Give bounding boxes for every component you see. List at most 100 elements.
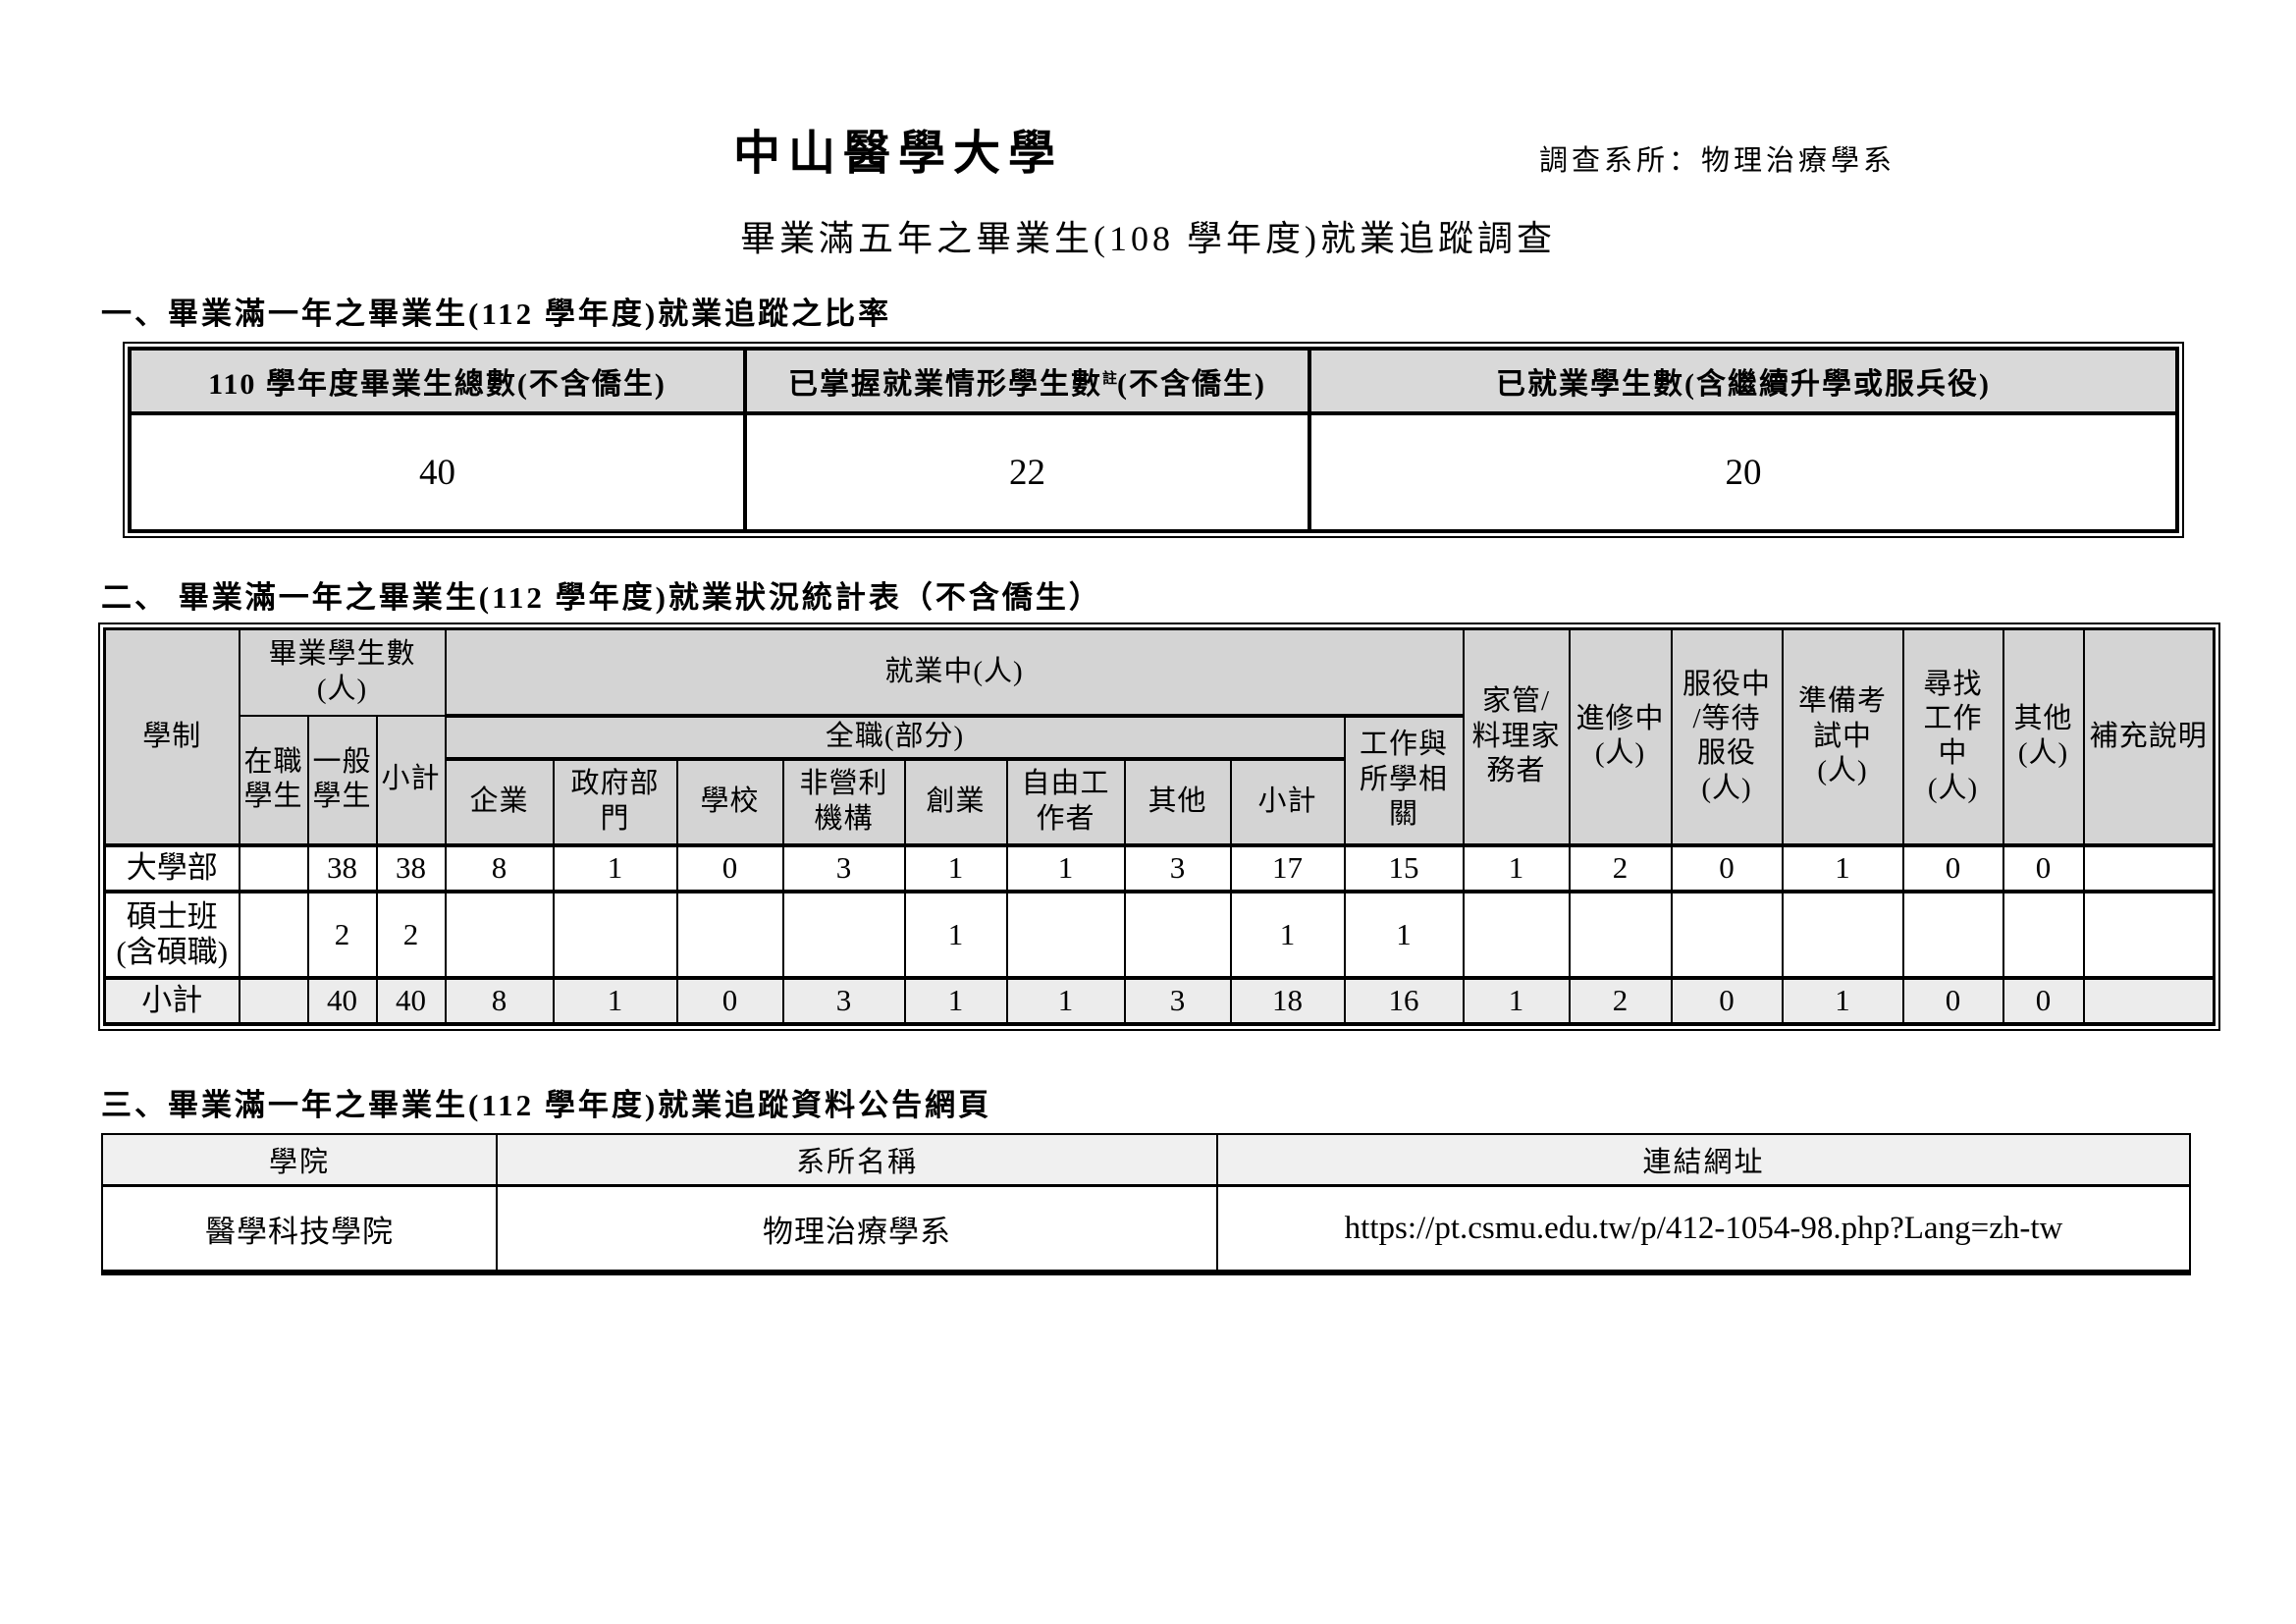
college-value: 醫學科技學院: [101, 1184, 498, 1273]
table-header-row: 110 學年度畢業生總數(不含僑生) 已掌握就業情形學生數註(不含僑生) 已就業…: [128, 347, 2179, 415]
t2-data-cell: 3: [1123, 975, 1232, 1026]
t2-data-cell: 2: [306, 889, 378, 980]
t2-data-cell: [1462, 889, 1571, 980]
fulltime-group-header: 全職(部分): [444, 714, 1346, 761]
university-title: 中山醫學大學: [732, 128, 1063, 180]
t2-data-cell: 0: [2002, 842, 2085, 893]
working-student-header: 在職 學生: [238, 714, 309, 846]
table-header-row-1: 學制 畢業學生數 (人) 就業中(人) 家管/ 料理家 務者 進修中 (人) 服…: [103, 627, 2216, 846]
related-to-study-header: 工作與 所學相 關: [1343, 714, 1465, 846]
t2-data-cell: [2082, 889, 2216, 980]
regular-student-header: 一般 學生: [306, 714, 378, 846]
table-header-row: 學院 系所名稱 連結網址: [101, 1133, 2191, 1187]
link-url-header: 連結網址: [1216, 1133, 2191, 1187]
t2-data-cell: 16: [1343, 975, 1465, 1026]
department-name-value: 物理治療學系: [496, 1184, 1218, 1273]
tracking-data-url[interactable]: https://pt.csmu.edu.tw/p/412-1054-98.php…: [1216, 1184, 2191, 1273]
t2-data-cell: 38: [306, 842, 378, 893]
t2-data-cell: 40: [375, 975, 447, 1026]
t2-data-cell: 0: [675, 975, 784, 1026]
employment-rate-table-wrap: 110 學年度畢業生總數(不含僑生) 已掌握就業情形學生數註(不含僑生) 已就業…: [123, 342, 2184, 538]
employment-rate-table: 110 學年度畢業生總數(不含僑生) 已掌握就業情形學生數註(不含僑生) 已就業…: [128, 347, 2179, 533]
t2-data-cell: 1: [1005, 842, 1126, 893]
t2-data-cell: 0: [1670, 842, 1784, 893]
t2-data-cell: 0: [2002, 975, 2085, 1026]
t2-data-cell: 0: [1670, 975, 1784, 1026]
government-header: 政府部 門: [552, 757, 678, 846]
public-webpage-table: 學院 系所名稱 連結網址 醫學科技學院 物理治療學系 https://pt.cs…: [101, 1133, 2191, 1275]
t2-data-cell: [444, 889, 555, 980]
t2-data-cell: [675, 889, 784, 980]
total-graduates-value: 40: [128, 411, 747, 533]
school-system-header: 學制: [103, 627, 240, 846]
t2-data-cell: 2: [1568, 975, 1673, 1026]
t2-data-cell: 2: [375, 889, 447, 980]
employed-students-value: 20: [1308, 411, 2179, 533]
t2-data-cell: 0: [675, 842, 784, 893]
nonprofit-header: 非營利 機構: [781, 757, 906, 846]
table-header-row-2: 在職 學生 一般 學生 小計 全職(部分) 工作與 所學相 關: [105, 714, 2215, 846]
graduate-count-header: 畢業學生數 (人): [238, 627, 447, 717]
t2-data-cell: [238, 975, 309, 1026]
t2-data-cell: 17: [1229, 842, 1346, 893]
t2-data-cell: [1901, 889, 2004, 980]
section1-heading: 一、畢業滿一年之畢業生(112 學年度)就業追蹤之比率: [101, 297, 892, 331]
t2-data-cell: 1: [1462, 975, 1571, 1026]
t2-data-cell: 8: [444, 842, 555, 893]
t2-data-cell: [1781, 889, 1904, 980]
department-name-header: 系所名稱: [496, 1133, 1218, 1187]
survey-department-label: 調查系所：物理治療學系: [1539, 145, 1896, 177]
row-label: 小計: [103, 975, 240, 1026]
t2-data-cell: 1: [1005, 975, 1126, 1026]
t2-data-cell: 3: [1123, 842, 1232, 893]
table-row-subtotal: 小計 40 40 8 1 0 3 1 1 3 18 16 1 2 0 1 0 0: [103, 975, 2216, 1026]
tracked-students-value: 22: [743, 411, 1311, 533]
section3-heading: 三、畢業滿一年之畢業生(112 學年度)就業追蹤資料公告網頁: [101, 1088, 992, 1122]
table-header-row-3: 企業 政府部 門 學校 非營利 機構 創業 自由工 作者 其他 小計: [105, 757, 2215, 846]
other-persons-header: 其他 (人): [2002, 627, 2085, 846]
tracked-students-header: 已掌握就業情形學生數註(不含僑生): [743, 347, 1311, 415]
t2-data-cell: 1: [903, 975, 1008, 1026]
t2-data-cell: [1005, 889, 1126, 980]
further-study-header: 進修中 (人): [1568, 627, 1673, 846]
t2-data-cell: [2002, 889, 2085, 980]
t2-data-cell: 2: [1568, 842, 1673, 893]
t2-data-cell: 38: [375, 842, 447, 893]
t2-data-cell: 3: [781, 842, 906, 893]
t2-data-cell: 3: [781, 975, 906, 1026]
employment-status-table-wrap: 學制 畢業學生數 (人) 就業中(人) 家管/ 料理家 務者 進修中 (人) 服…: [98, 623, 2221, 1031]
table-row-undergraduate: 大學部 38 38 8 1 0 3 1 1 3 17 15 1 2 0 1 0 …: [103, 842, 2216, 893]
t2-data-cell: [781, 889, 906, 980]
t2-data-cell: 0: [1901, 975, 2004, 1026]
t2-data-cell: 15: [1343, 842, 1465, 893]
fulltime-subtotal-header: 小計: [1229, 757, 1346, 846]
t2-data-cell: [1123, 889, 1232, 980]
job-seeking-header: 尋找 工作 中 (人): [1901, 627, 2004, 846]
t2-data-cell: 1: [552, 975, 678, 1026]
freelancer-header: 自由工 作者: [1005, 757, 1126, 846]
t2-data-cell: 40: [306, 975, 378, 1026]
table-row: 40 22 20: [128, 411, 2179, 533]
t2-data-cell: [238, 842, 309, 893]
startup-header: 創業: [903, 757, 1008, 846]
school-header: 學校: [675, 757, 784, 846]
exam-prep-header: 準備考 試中 (人): [1781, 627, 1904, 846]
employment-status-table: 學制 畢業學生數 (人) 就業中(人) 家管/ 料理家 務者 進修中 (人) 服…: [103, 627, 2216, 1026]
college-header: 學院: [101, 1133, 498, 1187]
tracked-header-suffix: (不含僑生): [1117, 368, 1266, 401]
other-fulltime-header: 其他: [1123, 757, 1232, 846]
military-service-header: 服役中 /等待 服役 (人): [1670, 627, 1784, 846]
t2-data-cell: 1: [552, 842, 678, 893]
t2-data-cell: [2082, 975, 2216, 1026]
public-webpage-table-wrap: 學院 系所名稱 連結網址 醫學科技學院 物理治療學系 https://pt.cs…: [101, 1133, 2191, 1275]
row-label: 大學部: [103, 842, 240, 893]
t2-data-cell: 1: [1343, 889, 1465, 980]
t2-data-cell: [2082, 842, 2216, 893]
tracked-header-text: 已掌握就業情形學生數: [788, 368, 1102, 401]
t2-data-cell: 1: [1781, 975, 1904, 1026]
homemaker-header: 家管/ 料理家 務者: [1462, 627, 1571, 846]
t2-data-cell: 1: [1781, 842, 1904, 893]
employed-group-header: 就業中(人): [444, 627, 1465, 718]
section2-heading: 二、 畢業滿一年之畢業生(112 學年度)就業狀況統計表（不含僑生）: [101, 580, 1102, 615]
document-subtitle: 畢業滿五年之畢業生(108 學年度)就業追蹤調查: [740, 219, 1556, 258]
